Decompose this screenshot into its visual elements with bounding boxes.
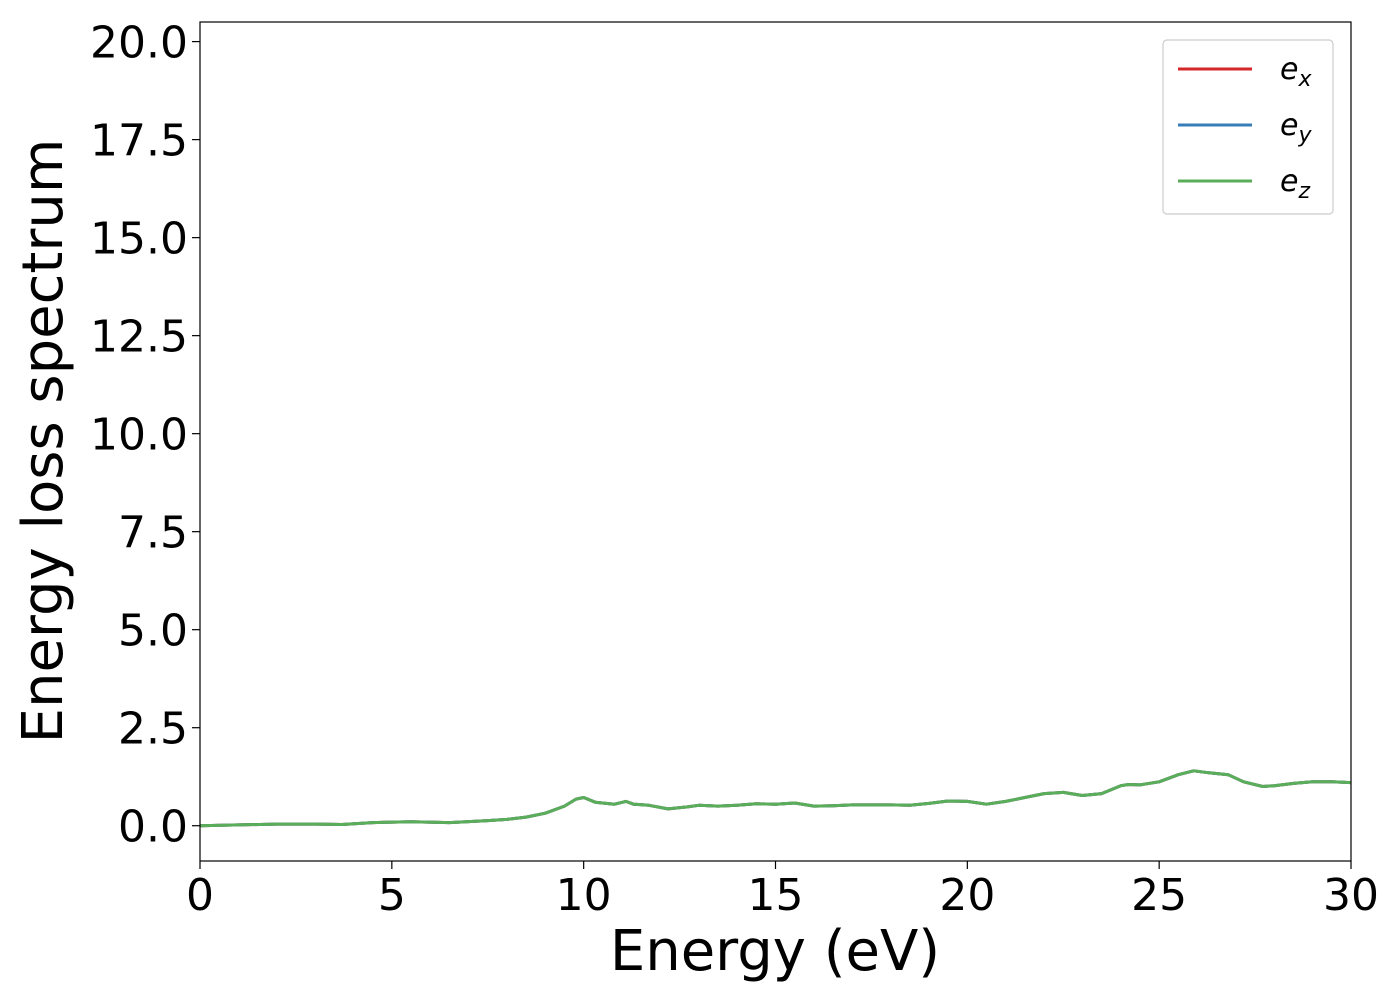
y-axis-ticks: 0.0 2.5 5.0 7.5 10.0 12.5 15.0 17.5 20.0 — [90, 18, 200, 853]
legend-label-e_y: ey — [1280, 108, 1312, 148]
y-axis-title: Energy loss spectrum — [11, 139, 76, 744]
y-tick-label: 15.0 — [90, 214, 188, 265]
y-tick-label: 10.0 — [90, 410, 188, 461]
x-axis-title: Energy (eV) — [610, 919, 940, 984]
x-tick-label: 5 — [378, 870, 406, 921]
y-tick-label: 5.0 — [118, 606, 188, 657]
x-tick-label: 20 — [939, 870, 995, 921]
y-tick-label: 20.0 — [90, 18, 188, 69]
series-line-e_x — [199, 769, 1352, 828]
x-tick-label: 25 — [1131, 870, 1187, 921]
legend-label-subscript: y — [1297, 123, 1312, 148]
series-line-e_z — [199, 769, 1352, 828]
series-layer — [199, 769, 1352, 828]
legend-label-e_z: ez — [1280, 164, 1310, 204]
series-line-e_y — [199, 769, 1352, 828]
legend-label-subscript: z — [1297, 179, 1310, 204]
y-tick-label: 12.5 — [90, 312, 188, 363]
x-tick-label: 15 — [748, 870, 804, 921]
x-tick-label: 0 — [186, 870, 214, 921]
legend-label-base: e — [1280, 108, 1298, 143]
x-tick-label: 10 — [556, 870, 612, 921]
legend-label-base: e — [1280, 52, 1298, 87]
legend-label-e_x: ex — [1280, 52, 1312, 92]
y-tick-label: 7.5 — [118, 508, 188, 559]
legend-label-subscript: x — [1297, 67, 1312, 92]
x-axis-ticks: 0 5 10 15 20 25 30 — [186, 861, 1379, 921]
legend-label-base: e — [1280, 164, 1298, 199]
x-tick-label: 30 — [1323, 870, 1379, 921]
y-tick-label: 2.5 — [118, 704, 188, 755]
y-tick-label: 0.0 — [118, 802, 188, 853]
legend-box — [1162, 39, 1334, 215]
y-tick-label: 17.5 — [90, 116, 188, 167]
